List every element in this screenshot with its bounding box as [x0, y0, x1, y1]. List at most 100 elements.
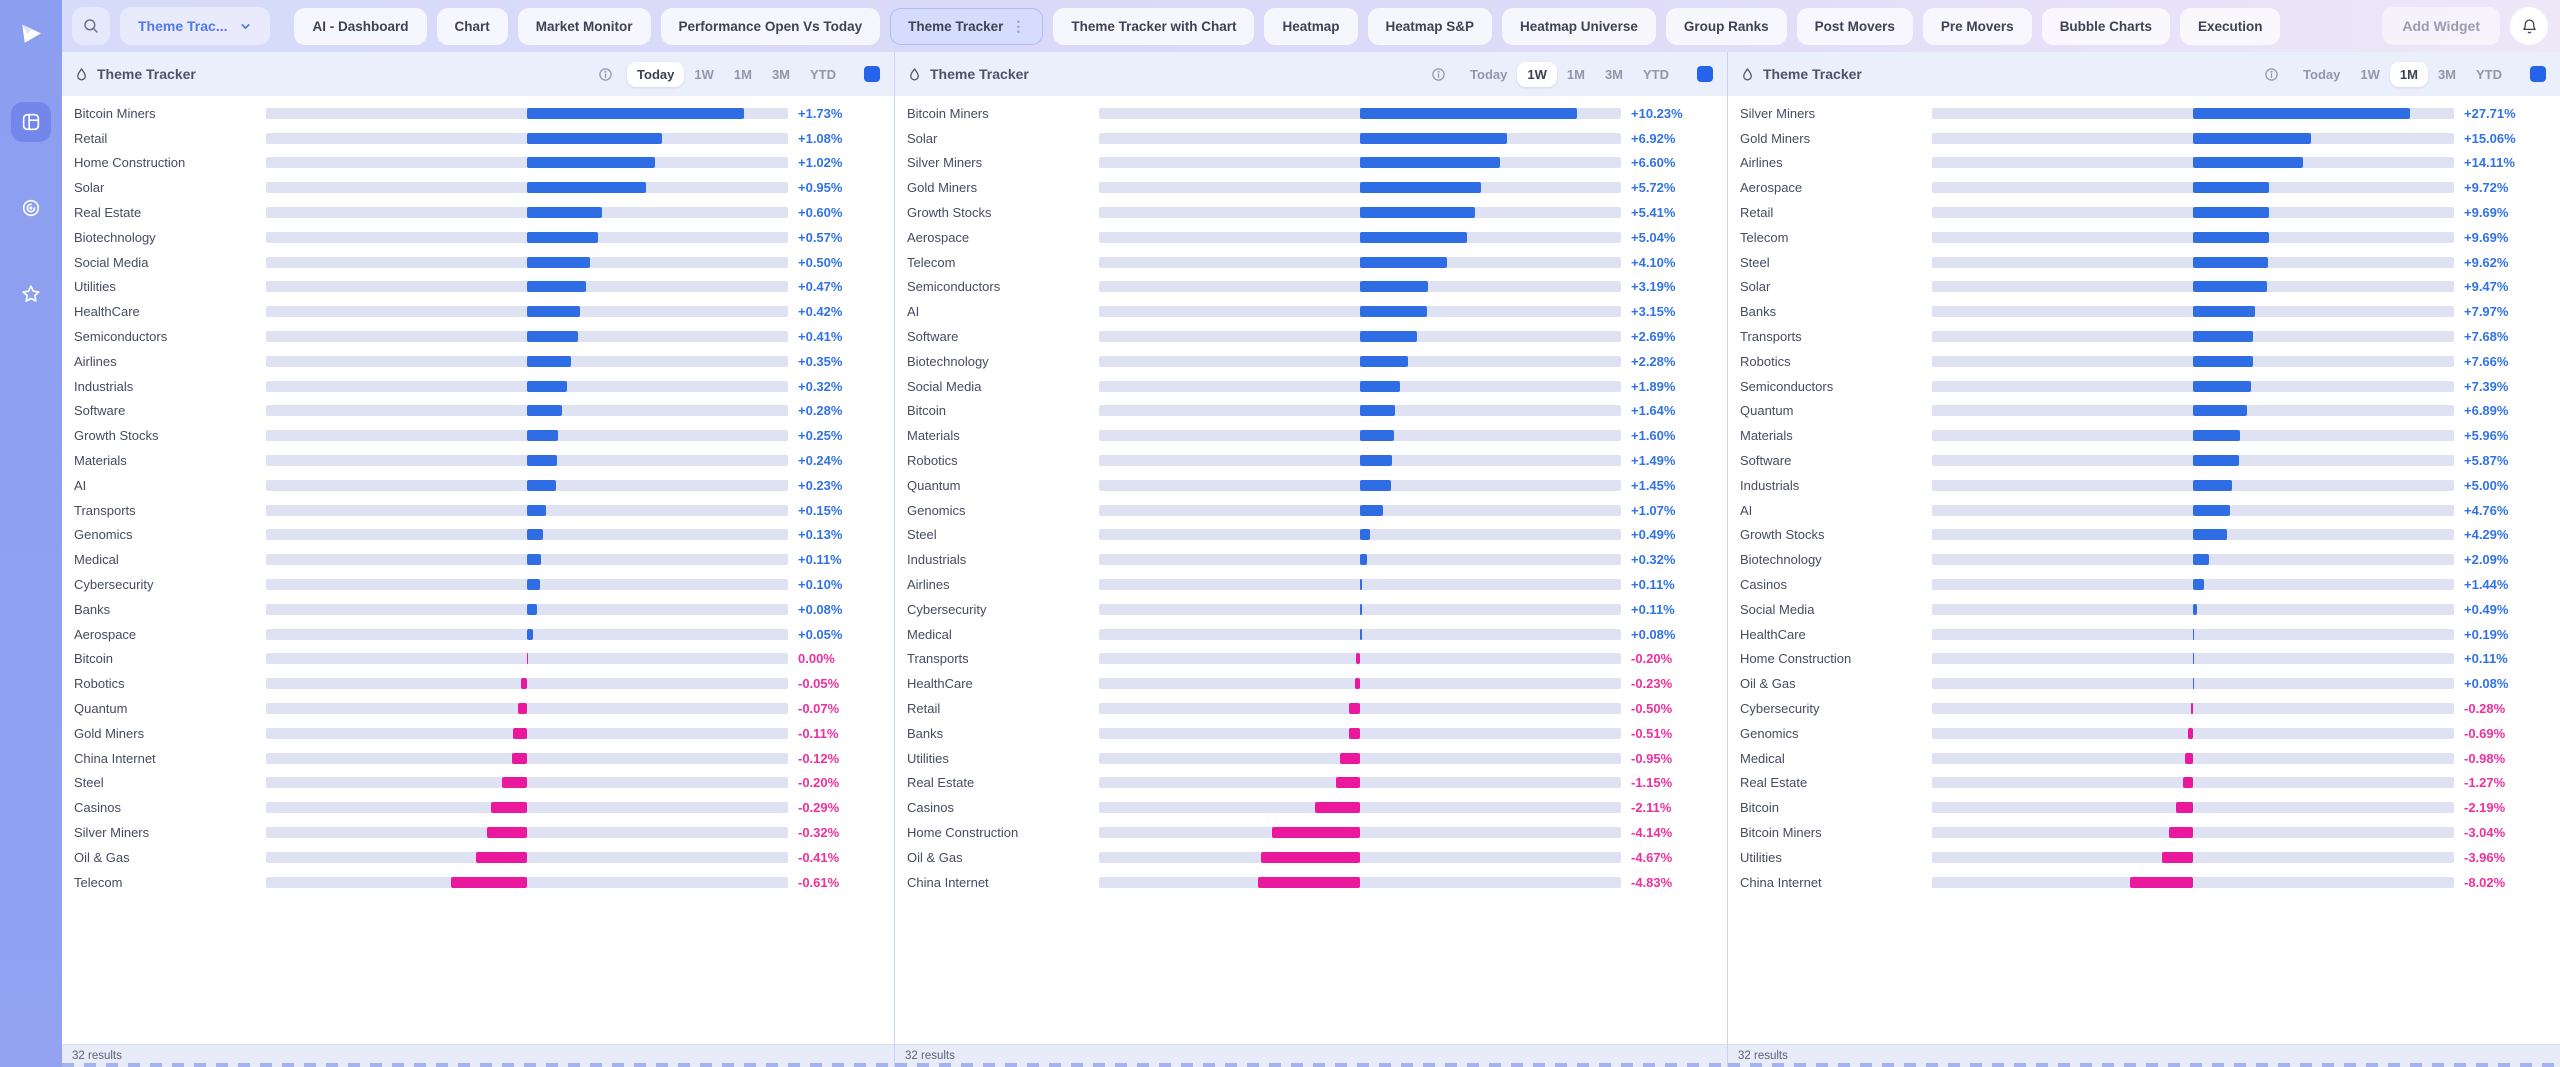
theme-row[interactable]: Retail +1.08% [62, 126, 894, 151]
theme-row[interactable]: Growth Stocks +4.29% [1728, 523, 2560, 548]
timeframe-button-1m[interactable]: 1M [2389, 61, 2428, 87]
sidebar-item-target[interactable] [11, 188, 51, 228]
color-swatch-button[interactable] [864, 66, 880, 82]
theme-row[interactable]: Software +5.87% [1728, 448, 2560, 473]
theme-row[interactable]: Gold Miners -0.11% [62, 721, 894, 746]
theme-row[interactable]: Utilities -3.96% [1728, 845, 2560, 870]
theme-row[interactable]: Semiconductors +0.41% [62, 324, 894, 349]
theme-row[interactable]: Medical -0.98% [1728, 746, 2560, 771]
theme-row[interactable]: Genomics -0.69% [1728, 721, 2560, 746]
theme-row[interactable]: Banks -0.51% [895, 721, 1727, 746]
timeframe-button-today[interactable]: Today [627, 61, 685, 87]
theme-row[interactable]: Biotechnology +0.57% [62, 225, 894, 250]
theme-row[interactable]: Steel +9.62% [1728, 250, 2560, 275]
theme-row[interactable]: Silver Miners +27.71% [1728, 101, 2560, 126]
theme-row[interactable]: Quantum +6.89% [1728, 399, 2560, 424]
theme-row[interactable]: Cybersecurity +0.10% [62, 572, 894, 597]
toolbar-tab[interactable]: Chart [436, 7, 508, 45]
add-widget-button[interactable]: Add Widget [2382, 7, 2500, 45]
theme-row[interactable]: Steel +0.49% [895, 523, 1727, 548]
theme-row[interactable]: Real Estate -1.27% [1728, 771, 2560, 796]
theme-row[interactable]: Medical +0.08% [895, 622, 1727, 647]
theme-row[interactable]: Biotechnology +2.28% [895, 349, 1727, 374]
theme-row[interactable]: Home Construction -4.14% [895, 820, 1727, 845]
theme-row[interactable]: Medical +0.11% [62, 547, 894, 572]
theme-row[interactable]: AI +0.23% [62, 473, 894, 498]
theme-row[interactable]: Growth Stocks +5.41% [895, 200, 1727, 225]
theme-row[interactable]: Banks +7.97% [1728, 299, 2560, 324]
theme-row[interactable]: Utilities -0.95% [895, 746, 1727, 771]
theme-row[interactable]: Semiconductors +7.39% [1728, 374, 2560, 399]
theme-row[interactable]: Bitcoin Miners -3.04% [1728, 820, 2560, 845]
theme-row[interactable]: Industrials +0.32% [62, 374, 894, 399]
toolbar-tab[interactable]: Bubble Charts [2041, 7, 2170, 45]
theme-row[interactable]: Telecom +4.10% [895, 250, 1727, 275]
theme-row[interactable]: Industrials +0.32% [895, 547, 1727, 572]
theme-row[interactable]: Silver Miners -0.32% [62, 820, 894, 845]
theme-row[interactable]: Aerospace +9.72% [1728, 175, 2560, 200]
timeframe-button-3m[interactable]: 3M [2428, 62, 2466, 87]
theme-row[interactable]: Banks +0.08% [62, 597, 894, 622]
theme-row[interactable]: Telecom +9.69% [1728, 225, 2560, 250]
timeframe-button-ytd[interactable]: YTD [1633, 62, 1679, 87]
theme-row[interactable]: Telecom -0.61% [62, 870, 894, 895]
theme-row[interactable]: Materials +0.24% [62, 448, 894, 473]
theme-row[interactable]: Bitcoin -2.19% [1728, 795, 2560, 820]
toolbar-tab[interactable]: Theme Tracker with Chart [1053, 7, 1255, 45]
theme-row[interactable]: AI +4.76% [1728, 498, 2560, 523]
theme-row[interactable]: China Internet -0.12% [62, 746, 894, 771]
timeframe-button-1w[interactable]: 1W [2350, 62, 2390, 87]
info-icon[interactable] [1431, 67, 1446, 82]
theme-row[interactable]: Semiconductors +3.19% [895, 275, 1727, 300]
theme-row[interactable]: Airlines +0.11% [895, 572, 1727, 597]
theme-row[interactable]: Growth Stocks +0.25% [62, 423, 894, 448]
theme-row[interactable]: HealthCare +0.19% [1728, 622, 2560, 647]
theme-row[interactable]: Genomics +0.13% [62, 523, 894, 548]
theme-row[interactable]: Casinos -2.11% [895, 795, 1727, 820]
timeframe-button-3m[interactable]: 3M [1595, 62, 1633, 87]
theme-row[interactable]: Silver Miners +6.60% [895, 151, 1727, 176]
theme-row[interactable]: Home Construction +0.11% [1728, 647, 2560, 672]
theme-row[interactable]: Bitcoin Miners +10.23% [895, 101, 1727, 126]
theme-row[interactable]: Gold Miners +5.72% [895, 175, 1727, 200]
theme-row[interactable]: China Internet -8.02% [1728, 870, 2560, 895]
theme-row[interactable]: Transports +0.15% [62, 498, 894, 523]
theme-row[interactable]: Industrials +5.00% [1728, 473, 2560, 498]
sidebar-item-dashboards[interactable] [11, 102, 51, 142]
theme-row[interactable]: Quantum -0.07% [62, 696, 894, 721]
theme-row[interactable]: Biotechnology +2.09% [1728, 547, 2560, 572]
theme-row[interactable]: Utilities +0.47% [62, 275, 894, 300]
theme-row[interactable]: Steel -0.20% [62, 771, 894, 796]
theme-row[interactable]: Bitcoin Miners +1.73% [62, 101, 894, 126]
theme-row[interactable]: Materials +1.60% [895, 423, 1727, 448]
theme-row[interactable]: Real Estate -1.15% [895, 771, 1727, 796]
theme-row[interactable]: Robotics +7.66% [1728, 349, 2560, 374]
notifications-button[interactable] [2510, 7, 2548, 45]
theme-row[interactable]: Aerospace +0.05% [62, 622, 894, 647]
theme-row[interactable]: Solar +0.95% [62, 175, 894, 200]
toolbar-tab[interactable]: Group Ranks [1665, 7, 1787, 45]
theme-row[interactable]: Social Media +0.50% [62, 250, 894, 275]
theme-row[interactable]: HealthCare -0.23% [895, 671, 1727, 696]
layout-dropdown[interactable]: Theme Trac... [120, 7, 271, 45]
theme-row[interactable]: HealthCare +0.42% [62, 299, 894, 324]
timeframe-button-ytd[interactable]: YTD [2466, 62, 2512, 87]
app-logo-icon[interactable] [11, 14, 51, 54]
theme-row[interactable]: Quantum +1.45% [895, 473, 1727, 498]
theme-row[interactable]: Airlines +0.35% [62, 349, 894, 374]
theme-row[interactable]: Robotics +1.49% [895, 448, 1727, 473]
timeframe-button-3m[interactable]: 3M [762, 62, 800, 87]
theme-row[interactable]: AI +3.15% [895, 299, 1727, 324]
theme-row[interactable]: Transports -0.20% [895, 647, 1727, 672]
theme-row[interactable]: Genomics +1.07% [895, 498, 1727, 523]
theme-row[interactable]: Solar +9.47% [1728, 275, 2560, 300]
theme-row[interactable]: Solar +6.92% [895, 126, 1727, 151]
theme-row[interactable]: Transports +7.68% [1728, 324, 2560, 349]
theme-row[interactable]: Home Construction +1.02% [62, 151, 894, 176]
theme-row[interactable]: Casinos -0.29% [62, 795, 894, 820]
toolbar-tab[interactable]: Post Movers [1796, 7, 1913, 45]
theme-row[interactable]: Oil & Gas +0.08% [1728, 671, 2560, 696]
theme-row[interactable]: Oil & Gas -0.41% [62, 845, 894, 870]
timeframe-button-1w[interactable]: 1W [1517, 61, 1557, 87]
color-swatch-button[interactable] [1697, 66, 1713, 82]
